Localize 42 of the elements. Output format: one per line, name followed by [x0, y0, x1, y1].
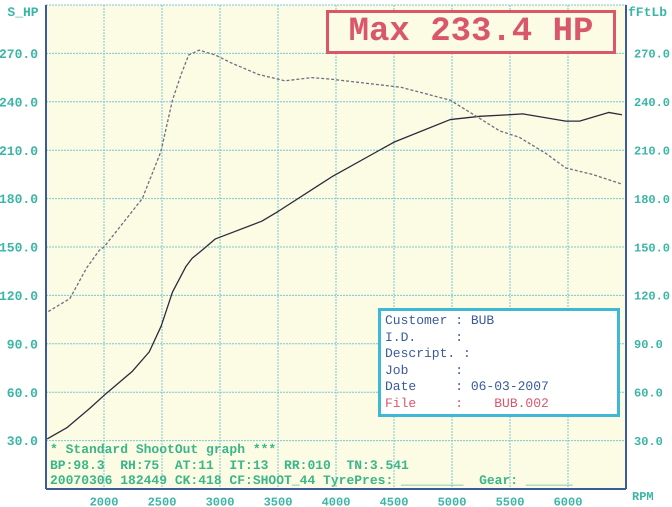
x-axis-title: RPM	[632, 490, 654, 504]
x-tick-label: 4000	[322, 496, 350, 507]
y2-axis-title: fFtLb	[628, 5, 668, 20]
annotation: Descript. :	[385, 346, 472, 362]
line-series	[48, 50, 623, 312]
x-tick-label: 5500	[496, 496, 524, 507]
y-tick-label: 210.0	[0, 144, 38, 159]
x-tick-label: 5000	[438, 496, 466, 507]
y2-tick-label: 240.0	[634, 96, 670, 110]
x-tick-label: 6000	[554, 496, 582, 507]
annotation: Customer : BUB	[385, 313, 496, 330]
annotation: I.D. :	[385, 330, 464, 346]
x-tick-label: 3500	[264, 496, 292, 507]
annotation: File : BUB.002	[385, 396, 550, 412]
x-tick-label: 2500	[148, 496, 176, 507]
y-tick-label: 90.0	[6, 337, 38, 352]
y2-tick-label: 120.0	[634, 290, 670, 304]
y-tick-label: 270.0	[0, 47, 38, 62]
annotation: 20070306 182449 CK:418 CF:SHOOT_44 TyrePres: ________ Gear: ______	[50, 473, 573, 488]
annotation: Date : 06-03-2007	[385, 379, 550, 396]
annotation: * Standard ShootOut graph ***	[50, 442, 278, 458]
y2-tick-label: 270.0	[634, 48, 670, 62]
annotation: BP:98.3 RH:75 AT:11 IT:13 RR:010 TN:3.541	[50, 458, 410, 473]
y2-tick-label: 90.0	[634, 338, 663, 352]
y-tick-label: 120.0	[0, 289, 38, 304]
x-tick-label: 4500	[380, 496, 408, 507]
y-tick-label: 240.0	[0, 95, 38, 110]
y2-tick-label: 30.0	[634, 434, 663, 449]
y2-tick-label: 150.0	[634, 241, 670, 256]
y-tick-label: 60.0	[6, 386, 38, 401]
y-tick-label: 180.0	[0, 192, 38, 208]
line-series	[46, 112, 623, 440]
y2-tick-label: 180.0	[634, 192, 670, 207]
x-tick-label: 2000	[90, 496, 118, 507]
max-power-box: Max 233.4 HP	[326, 10, 616, 54]
y2-tick-label: 210.0	[634, 144, 670, 158]
y-tick-label: 30.0	[6, 434, 38, 450]
y-axis-title: S_HP	[6, 5, 40, 20]
annotation: Job :	[385, 362, 464, 379]
x-tick-label: 3000	[206, 496, 234, 507]
y-tick-label: 150.0	[0, 240, 38, 256]
y2-tick-label: 60.0	[634, 386, 663, 400]
